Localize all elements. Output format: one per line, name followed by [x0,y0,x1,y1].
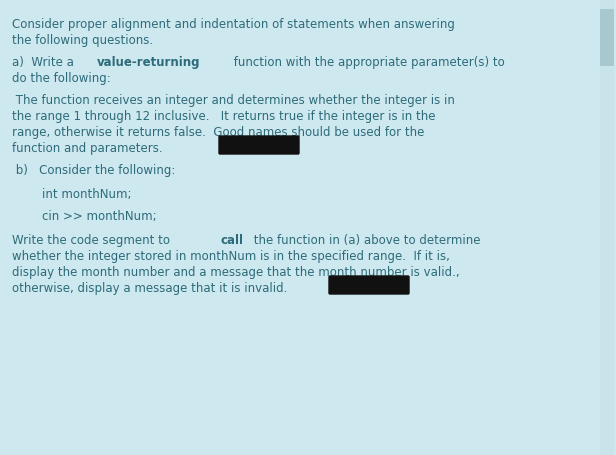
Text: b)   Consider the following:: b) Consider the following: [12,164,176,177]
Text: range, otherwise it returns false.  Good names should be used for the: range, otherwise it returns false. Good … [12,126,424,139]
FancyBboxPatch shape [600,9,614,66]
Text: the following questions.: the following questions. [12,34,153,47]
Text: int monthNum;: int monthNum; [12,188,131,201]
Text: the function in (a) above to determine: the function in (a) above to determine [250,234,481,247]
Text: function with the appropriate parameter(s) to: function with the appropriate parameter(… [230,56,505,69]
Text: whether the integer stored in monthNum is in the specified range.  If it is,: whether the integer stored in monthNum i… [12,250,450,263]
Text: display the month number and a message that the month number is valid.,: display the month number and a message t… [12,266,460,279]
Text: a)  Write a: a) Write a [12,56,78,69]
Text: Write the code segment to: Write the code segment to [12,234,174,247]
Text: value-returning: value-returning [97,56,200,69]
Text: call: call [221,234,244,247]
Text: do the following:: do the following: [12,72,111,85]
Text: Consider proper alignment and indentation of statements when answering: Consider proper alignment and indentatio… [12,18,455,31]
Text: otherwise, display a message that it is invalid.: otherwise, display a message that it is … [12,282,288,295]
Text: cin >> monthNum;: cin >> monthNum; [12,210,156,223]
FancyBboxPatch shape [329,276,409,294]
Bar [600,0,614,455]
FancyBboxPatch shape [219,136,299,154]
Text: function and parameters.: function and parameters. [12,142,163,155]
Text: The function receives an integer and determines whether the integer is in: The function receives an integer and det… [12,94,455,107]
Text: the range 1 through 12 inclusive.   It returns true if the integer is in the: the range 1 through 12 inclusive. It ret… [12,110,436,123]
